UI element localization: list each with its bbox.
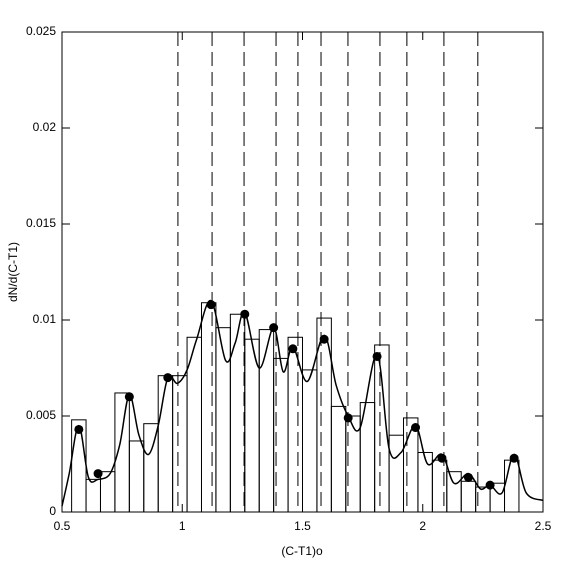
- histogram-bar: [85, 478, 101, 513]
- x-tick-label: 0.5: [54, 519, 71, 533]
- x-tick-label: 2.5: [535, 519, 552, 533]
- y-axis-label: dN/d(C-T1): [6, 242, 20, 302]
- histogram-bar: [229, 313, 246, 513]
- y-tick-label: 0.015: [26, 216, 56, 230]
- x-tick-label: 2: [419, 519, 426, 533]
- peak-point: [319, 334, 329, 344]
- peak-point: [74, 424, 84, 434]
- histogram-bar: [258, 329, 275, 513]
- peak-point: [437, 453, 447, 463]
- histogram-bar: [374, 344, 390, 513]
- histogram-bar: [388, 434, 405, 513]
- histogram-bar: [99, 471, 116, 513]
- peak-point: [485, 480, 495, 490]
- y-tick-label: 0.005: [26, 408, 56, 422]
- histogram-bar: [215, 327, 231, 513]
- peak-point: [93, 469, 103, 479]
- y-tick-label: 0.01: [33, 312, 57, 326]
- peak-point: [163, 373, 173, 383]
- histogram-bar: [431, 459, 448, 513]
- peak-point: [124, 392, 134, 402]
- y-tick-label: 0: [49, 504, 56, 518]
- peak-point: [240, 309, 250, 319]
- histogram-bar: [287, 336, 304, 513]
- histogram-bar: [128, 440, 145, 513]
- peak-point: [206, 300, 216, 310]
- peak-point: [509, 453, 519, 463]
- peak-point: [288, 344, 298, 354]
- peak-point: [463, 472, 473, 482]
- histogram-bar: [302, 369, 318, 513]
- histogram-bar: [417, 451, 433, 513]
- x-tick-label: 1: [179, 519, 186, 533]
- histogram-bar: [200, 302, 217, 513]
- x-axis-label: (C-T1)o: [281, 544, 323, 558]
- histogram-bar: [330, 405, 347, 513]
- y-tick-label: 0.025: [26, 24, 56, 38]
- histogram-bar: [504, 459, 520, 513]
- histogram-bar: [157, 375, 174, 513]
- histogram-bar: [460, 480, 477, 513]
- peak-point: [372, 351, 382, 361]
- x-tick-label: 1.5: [294, 519, 311, 533]
- histogram-bar: [172, 375, 188, 513]
- y-tick-label: 0.02: [33, 120, 57, 134]
- peak-point: [269, 323, 279, 333]
- histogram-bar: [446, 471, 462, 513]
- peak-point: [411, 423, 421, 433]
